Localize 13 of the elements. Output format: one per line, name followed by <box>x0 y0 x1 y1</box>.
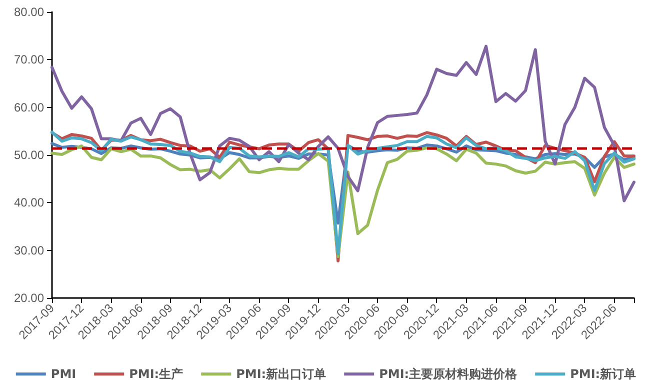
legend-label: PMI:新出口订单 <box>236 367 326 381</box>
y-tick-label: 20.00 <box>14 291 44 305</box>
line-series <box>50 44 636 202</box>
legend-label: PMI:主要原材料购进价格 <box>379 367 518 381</box>
legend-label: PMI <box>50 367 76 381</box>
legend-label: PMI:生产 <box>129 367 184 381</box>
legend-label: PMI:新订单 <box>570 367 636 381</box>
y-tick-label: 50.00 <box>14 148 44 162</box>
y-tick-label: 30.00 <box>14 243 44 258</box>
y-tick-label: 60.00 <box>14 100 44 114</box>
y-tick-label: 80.00 <box>14 5 44 19</box>
y-tick-label: 40.00 <box>14 196 44 210</box>
y-tick-label: 70.00 <box>14 52 44 67</box>
